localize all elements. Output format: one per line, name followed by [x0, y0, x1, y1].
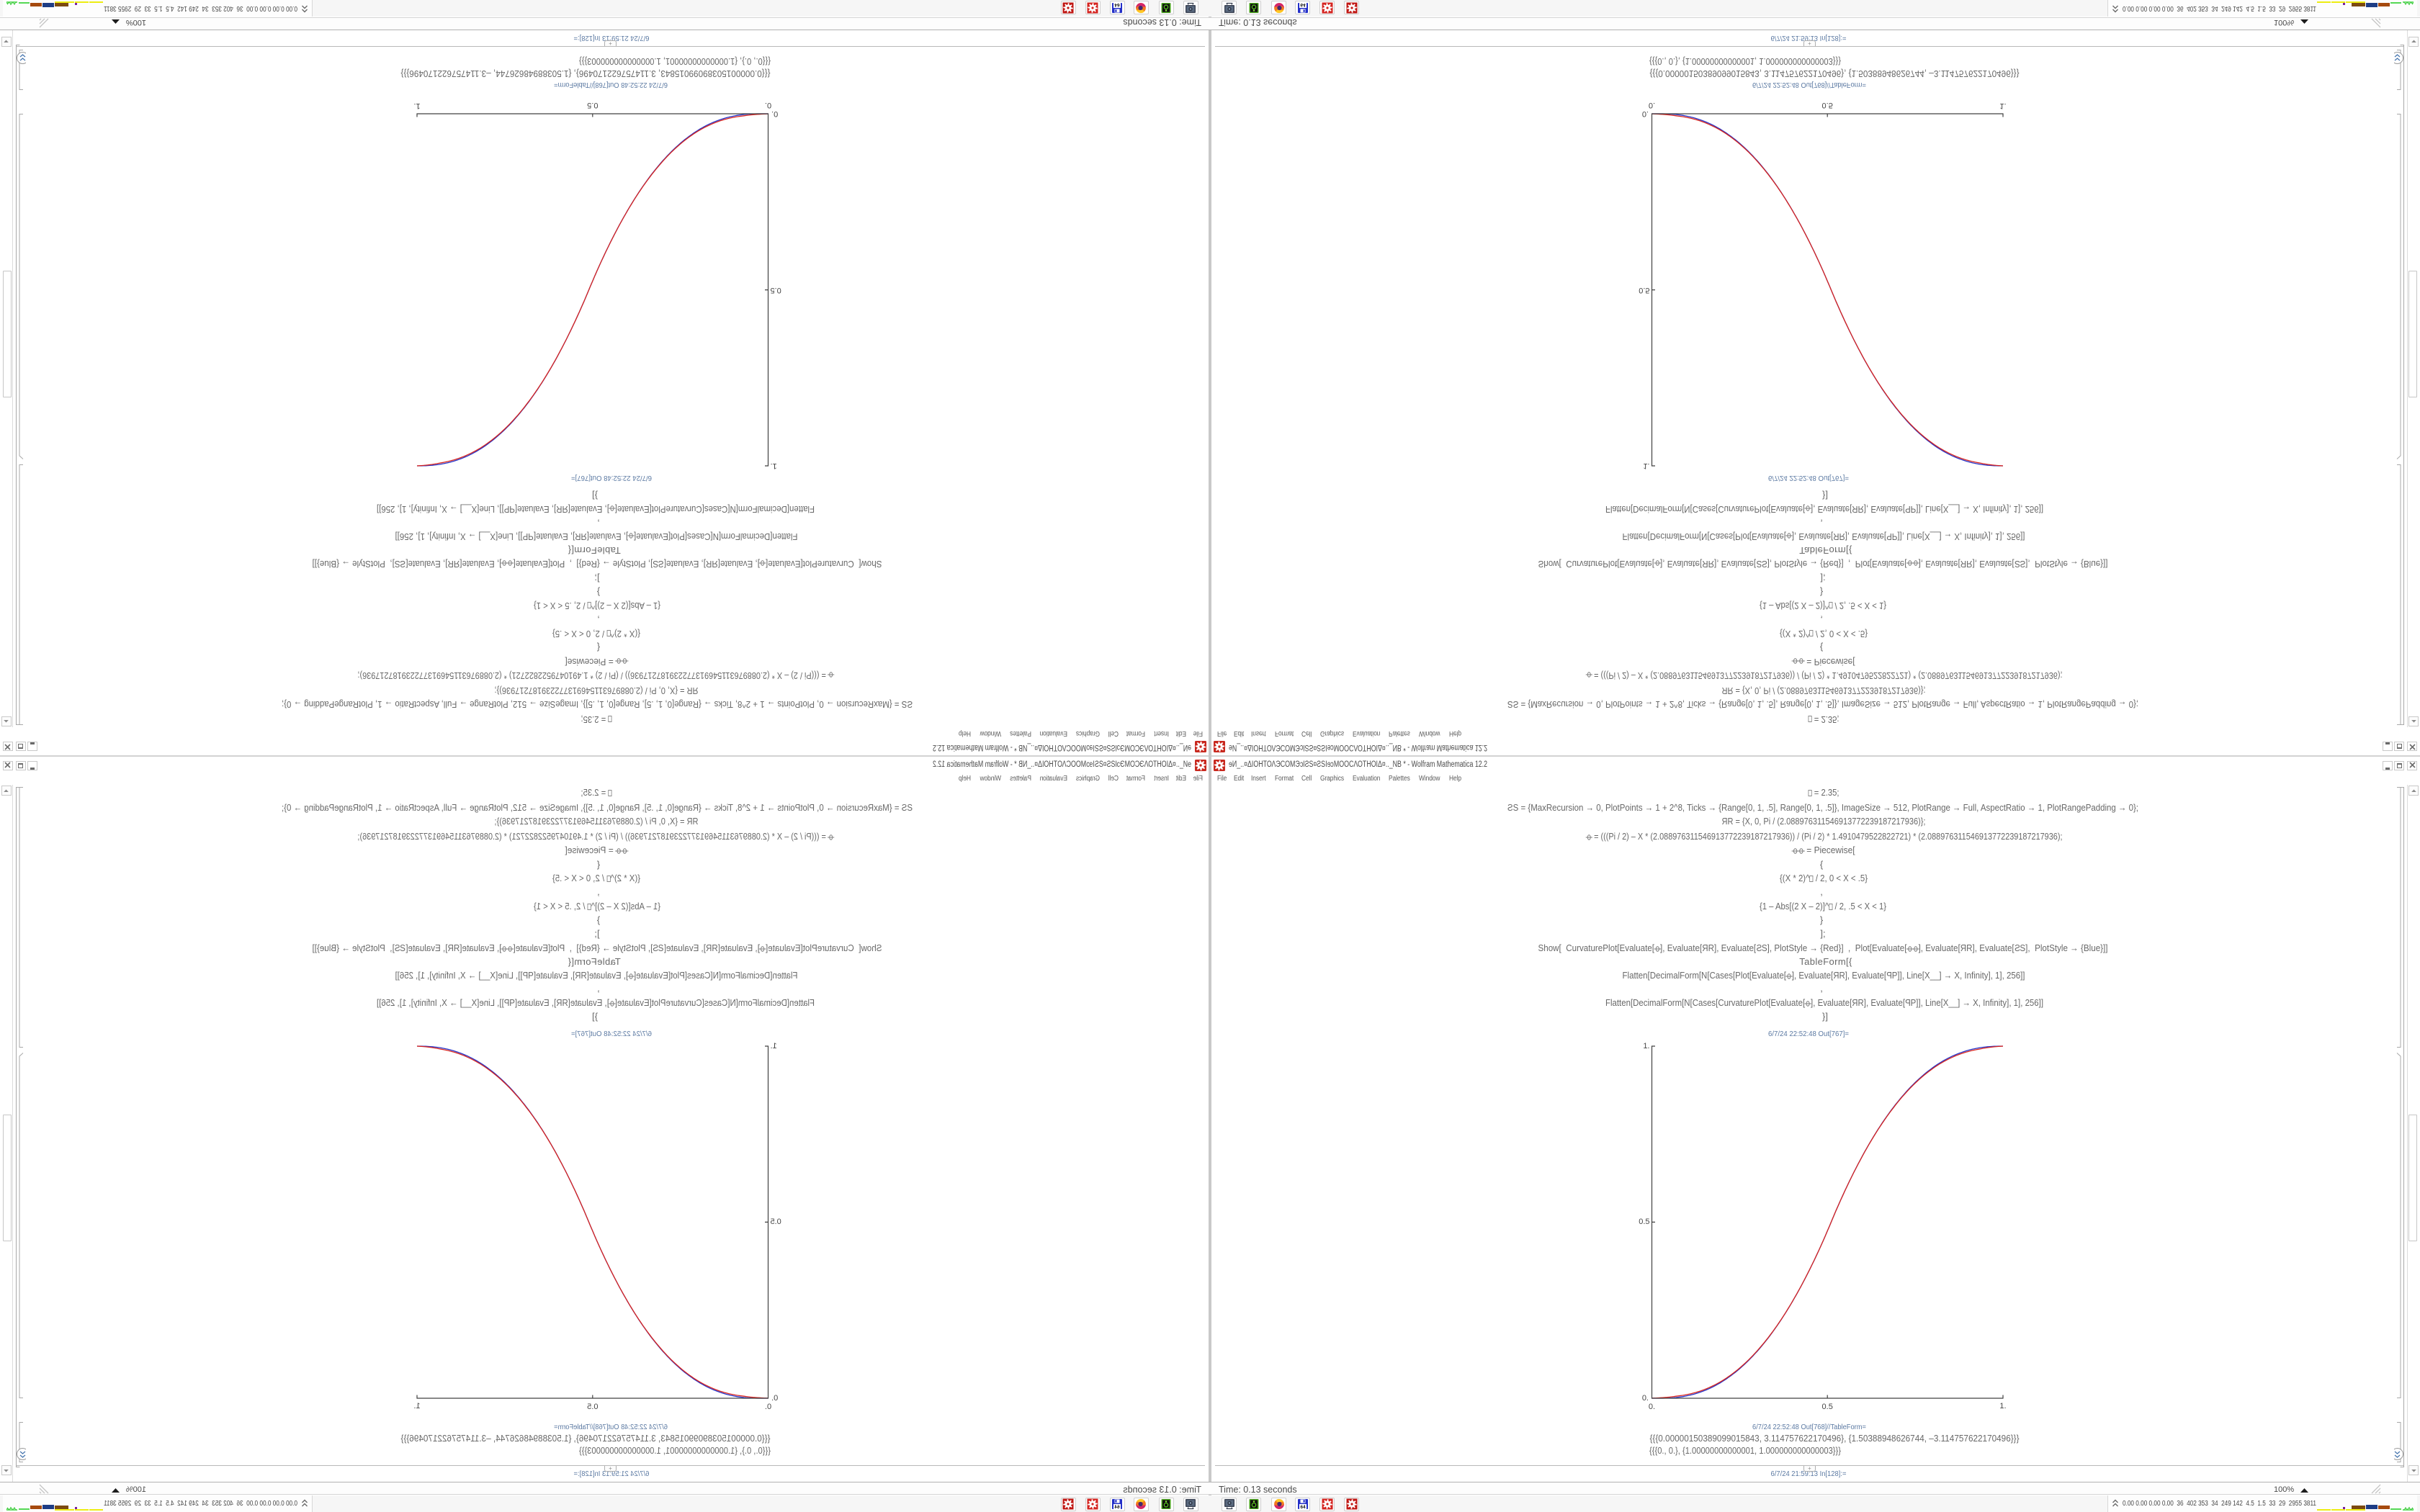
svg-text:64: 64 — [1300, 1505, 1306, 1510]
svg-text:64: 64 — [1115, 2, 1121, 7]
svg-text:64: 64 — [1300, 2, 1306, 7]
svg-text:64: 64 — [1115, 1505, 1121, 1510]
